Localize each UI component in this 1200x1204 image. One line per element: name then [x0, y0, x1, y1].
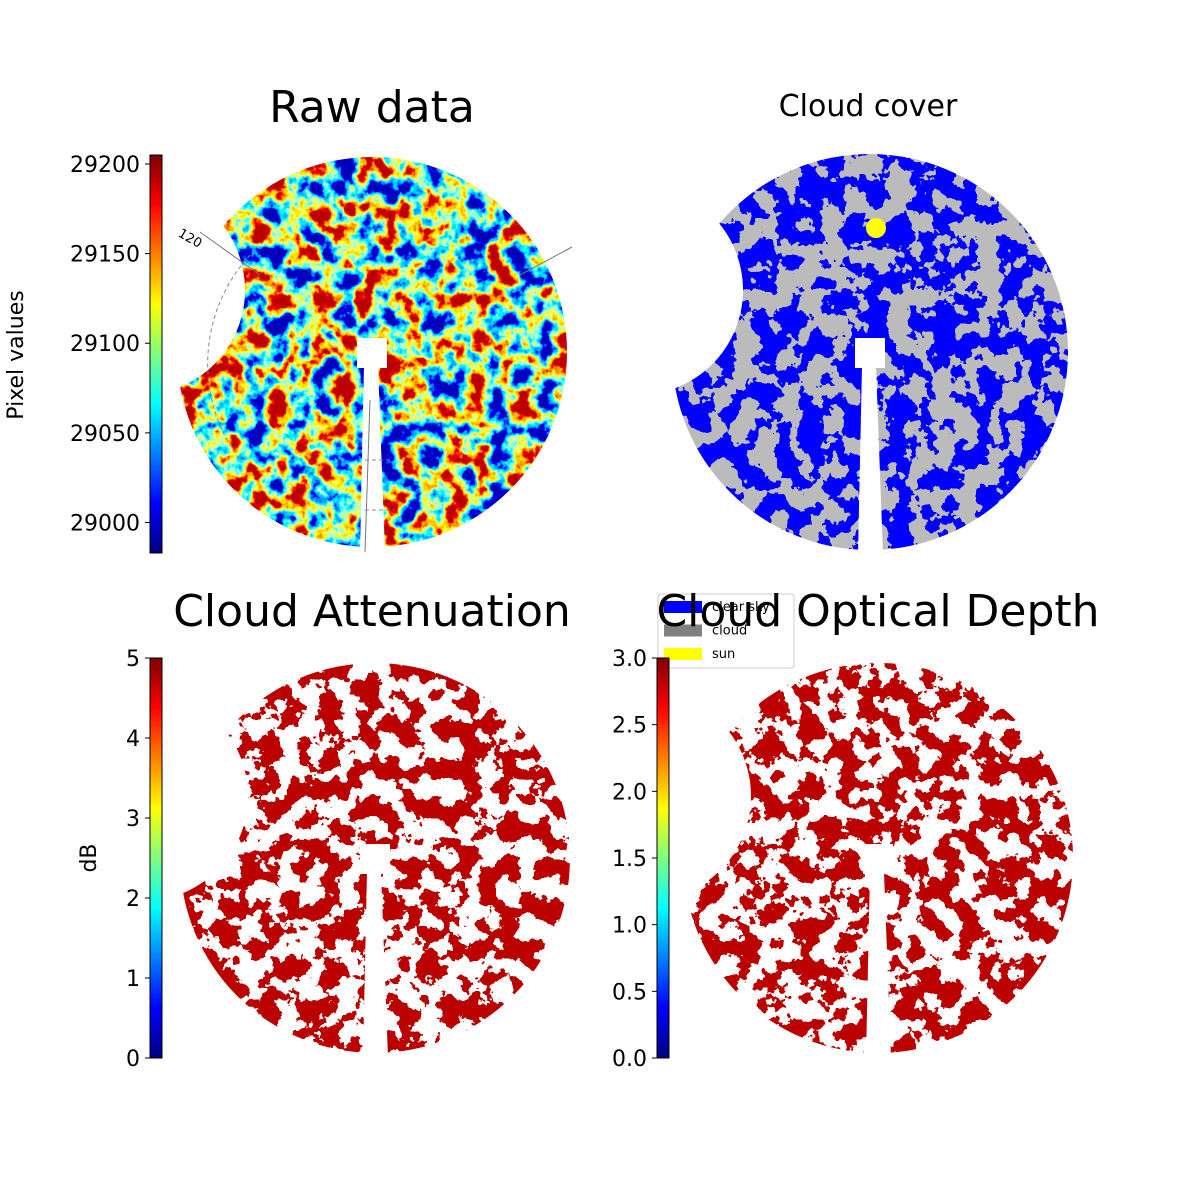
polar-grid [207, 249, 395, 511]
colorbar-tick-label: 1 [126, 967, 140, 992]
colorbar-tick-label: 4 [126, 727, 140, 752]
colorbar-tick-label: 1.0 [612, 914, 647, 939]
polar-grid [199, 231, 573, 553]
legend-label: cloud [712, 624, 747, 639]
colorbar-tick-label: 2.0 [612, 780, 647, 805]
colorbar-tick-label: 0.5 [612, 980, 647, 1005]
panel-title: Cloud Attenuation [173, 586, 571, 637]
legend-swatch [664, 601, 702, 613]
colorbar-tick-label: 1.5 [612, 847, 647, 872]
colorbar [149, 154, 163, 554]
sky-image [177, 157, 567, 547]
panel-title: Raw data [269, 82, 475, 133]
colorbar-label: dB [77, 843, 102, 872]
sky-image [683, 663, 1073, 1053]
colorbar-tick-label: 29150 [70, 243, 140, 268]
sun-marker [866, 218, 886, 238]
legend-label: sun [712, 647, 735, 662]
colorbar-tick-label: 3.0 [612, 647, 647, 672]
colorbar-tick-label: 29050 [70, 422, 140, 447]
colorbar-tick-label: 0.0 [612, 1047, 647, 1072]
colorbar [656, 657, 670, 1059]
legend-swatch [664, 624, 702, 637]
colorbar-tick-label: 3 [126, 807, 140, 832]
colorbar-tick-label: 29200 [70, 153, 140, 178]
panel-title: Cloud cover [779, 89, 958, 124]
legend-swatch [664, 648, 702, 660]
colorbar-tick-label: 5 [126, 647, 140, 672]
colorbar-tick-label: 29000 [70, 512, 140, 537]
sky-image [672, 154, 1068, 550]
panel-title: Cloud Optical Depth [656, 586, 1099, 637]
colorbar-tick-label: 0 [126, 1047, 140, 1072]
colorbar-tick-label: 2 [126, 887, 140, 912]
colorbar [149, 657, 163, 1059]
colorbar-label: Pixel values [4, 290, 29, 419]
colorbar-tick-label: 2.5 [612, 714, 647, 739]
legend-label: clear sky [712, 600, 770, 615]
sky-image [180, 663, 570, 1053]
colorbar-tick-label: 29100 [70, 332, 140, 357]
